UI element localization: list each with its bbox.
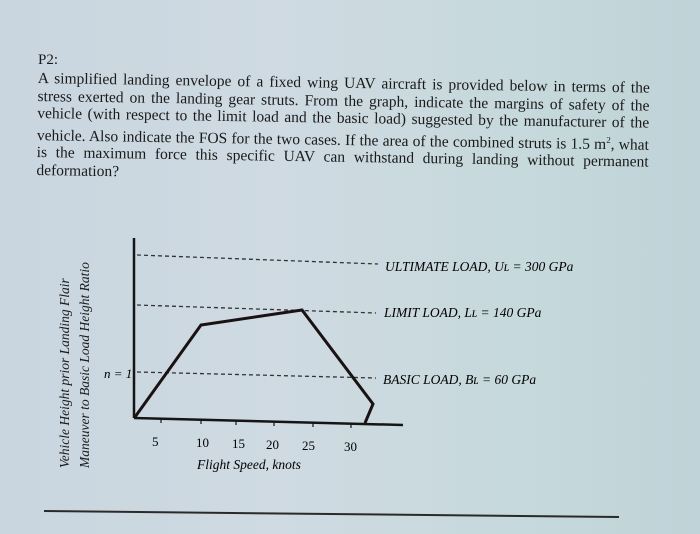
x-tick-labels: 5 10 15 20 25 30 (152, 434, 357, 454)
x-ticks (160, 418, 352, 428)
svg-text:15: 15 (232, 436, 245, 451)
limit-load-line (136, 304, 377, 314)
basic-load-label: BASIC LOAD, Bʟ = 60 GPa (383, 372, 536, 387)
landing-envelope-curve (133, 308, 375, 424)
limit-load-label: LIMIT LOAD, Lʟ = 140 GPa (383, 305, 542, 320)
problem-number: P2: (38, 52, 59, 68)
svg-text:5: 5 (152, 434, 159, 449)
svg-text:10: 10 (196, 435, 209, 450)
svg-text:20: 20 (266, 437, 279, 452)
ultimate-load-line (136, 254, 379, 265)
svg-text:25: 25 (302, 438, 315, 453)
svg-text:30: 30 (344, 439, 357, 454)
x-axis (133, 416, 404, 427)
ultimate-load-label: ULTIMATE LOAD, Uʟ = 300 GPa (385, 259, 574, 274)
basic-load-line (136, 371, 377, 379)
n-equals-1-label: n = 1 (104, 366, 132, 381)
x-axis-label: Flight Speed, knots (196, 457, 301, 472)
